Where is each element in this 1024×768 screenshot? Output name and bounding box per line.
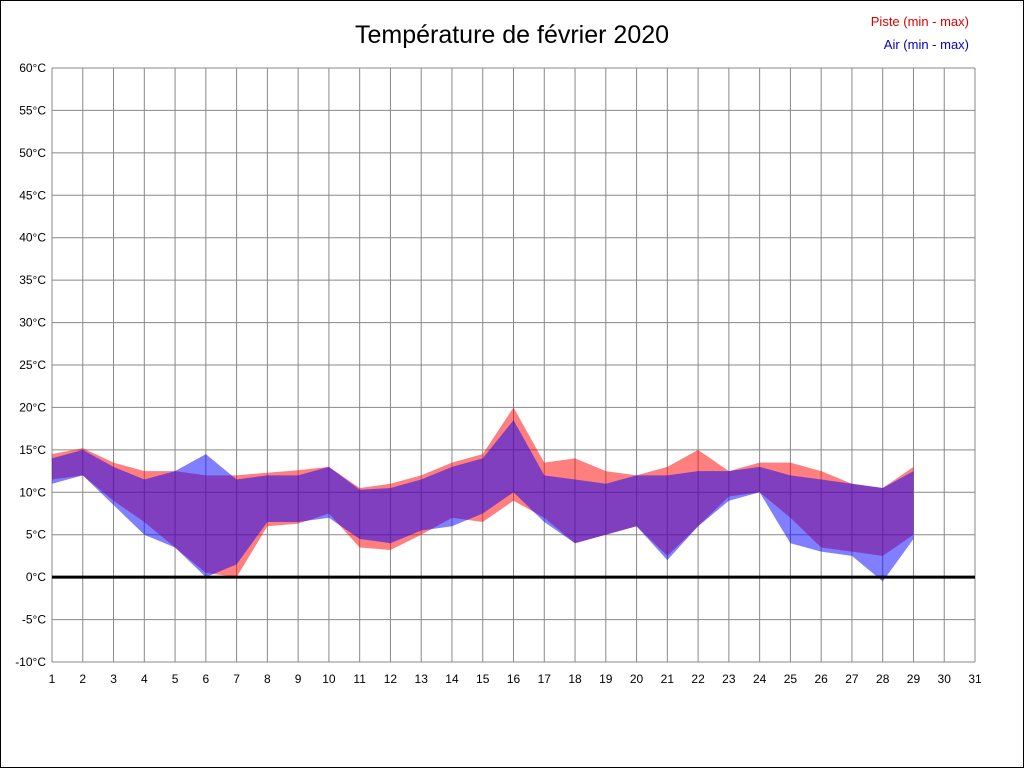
x-tick-label: 13 <box>415 672 429 686</box>
y-tick-label: 60°C <box>19 61 46 75</box>
x-tick-label: 7 <box>233 672 240 686</box>
y-tick-label: 55°C <box>19 103 46 117</box>
y-tick-label: 30°C <box>19 316 46 330</box>
x-tick-label: 28 <box>876 672 890 686</box>
y-tick-label: 5°C <box>26 528 46 542</box>
y-tick-label: 15°C <box>19 443 46 457</box>
legend-piste-label: Piste (min - max) <box>871 14 969 29</box>
x-tick-label: 26 <box>814 672 828 686</box>
x-tick-label: 29 <box>907 672 921 686</box>
x-tick-label: 30 <box>938 672 952 686</box>
x-tick-label: 27 <box>845 672 859 686</box>
x-tick-label: 22 <box>691 672 705 686</box>
x-tick-label: 24 <box>753 672 767 686</box>
x-tick-label: 9 <box>295 672 302 686</box>
legend-air-label: Air (min - max) <box>884 37 969 52</box>
grid-lines <box>51 67 976 663</box>
x-tick-label: 25 <box>784 672 798 686</box>
y-tick-label: -10°C <box>15 655 46 669</box>
x-tick-label: 21 <box>661 672 675 686</box>
x-tick-label: 10 <box>322 672 336 686</box>
band-air <box>52 420 914 582</box>
x-tick-label: 6 <box>202 672 209 686</box>
temperature-bands <box>52 407 914 582</box>
y-tick-label: 35°C <box>19 273 46 287</box>
y-tick-label: 40°C <box>19 231 46 245</box>
y-tick-label: 10°C <box>19 485 46 499</box>
x-tick-label: 18 <box>568 672 582 686</box>
x-tick-label: 14 <box>445 672 459 686</box>
x-tick-label: 20 <box>630 672 644 686</box>
chart-title: Température de février 2020 <box>355 21 669 49</box>
x-tick-label: 19 <box>599 672 613 686</box>
y-tick-label: 25°C <box>19 358 46 372</box>
x-tick-label: 23 <box>722 672 736 686</box>
x-tick-label: 2 <box>79 672 86 686</box>
x-tick-label: 11 <box>353 672 366 686</box>
x-tick-label: 15 <box>476 672 490 686</box>
x-tick-label: 3 <box>110 672 117 686</box>
x-tick-label: 8 <box>264 672 271 686</box>
y-tick-label: -5°C <box>22 613 46 627</box>
y-tick-label: 0°C <box>26 570 46 584</box>
x-tick-label: 4 <box>141 672 148 686</box>
y-tick-label: 45°C <box>19 188 46 202</box>
axis-labels: 1 2 3 4 5 6 7 8 9 10 11 12 13 14 15 16 17 18 19 20 21 22 23 24 2… <box>15 61 982 686</box>
x-tick-label: 17 <box>538 672 552 686</box>
y-tick-label: 20°C <box>19 400 46 414</box>
x-tick-label: 12 <box>384 672 398 686</box>
x-tick-label: 31 <box>968 672 982 686</box>
x-tick-label: 1 <box>49 672 56 686</box>
y-tick-label: 50°C <box>19 146 46 160</box>
x-tick-label: 16 <box>507 672 521 686</box>
x-tick-label: 5 <box>172 672 179 686</box>
